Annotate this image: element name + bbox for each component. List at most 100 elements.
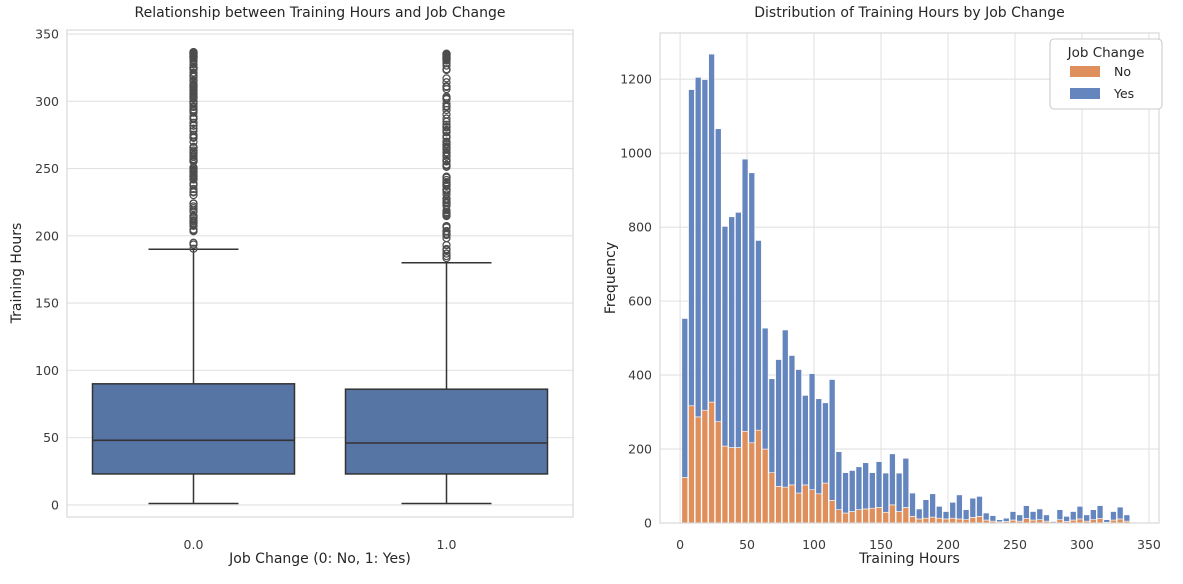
histogram-bar-yes xyxy=(869,472,876,509)
outlier-point xyxy=(189,216,198,226)
outlier-point xyxy=(189,211,198,221)
histogram-bar-no xyxy=(1116,518,1124,524)
outlier-point xyxy=(189,71,198,80)
histogram-title: Distribution of Training Hours by Job Ch… xyxy=(754,5,1065,21)
histogram-bar-no xyxy=(922,517,930,524)
histogram-bar-yes xyxy=(1003,517,1010,522)
histogram-bar-yes xyxy=(694,77,702,418)
histogram-bar-yes xyxy=(976,496,983,517)
outlier-point xyxy=(442,156,451,166)
histogram-bar-yes xyxy=(842,472,849,514)
y-tick-label: 400 xyxy=(628,368,652,383)
histogram-bar-yes xyxy=(1083,514,1090,522)
outlier-point xyxy=(442,253,451,263)
outlier-point xyxy=(442,140,451,149)
histogram-bar-yes xyxy=(929,493,936,518)
histogram-bar-no xyxy=(715,421,722,524)
histogram-bar-no xyxy=(889,504,896,524)
histogram-bar-no xyxy=(701,409,709,524)
outlier-point xyxy=(442,131,451,141)
histogram-bar-yes xyxy=(996,519,1003,523)
outlier-point xyxy=(442,145,451,154)
outlier-point xyxy=(442,102,451,112)
histogram-bar-no xyxy=(942,518,950,524)
outlier-point xyxy=(442,58,451,67)
histogram-bar-yes xyxy=(1009,511,1017,521)
histogram-bar-yes xyxy=(1036,508,1044,520)
histogram-bar-no xyxy=(842,512,849,524)
histogram-bar-yes xyxy=(1096,505,1104,519)
outlier-point xyxy=(189,143,198,152)
outlier-point xyxy=(442,190,451,199)
outlier-point xyxy=(189,50,198,60)
histogram-x-axis-label: Training Hours xyxy=(859,551,960,567)
histogram-bar-no xyxy=(929,516,936,524)
histogram-bar-no xyxy=(882,511,889,524)
histogram-bar-no xyxy=(735,447,742,524)
x-tick-label: 1.0 xyxy=(437,537,457,552)
outlier-point xyxy=(189,184,198,194)
histogram-bar-yes xyxy=(715,128,722,422)
outlier-point xyxy=(442,194,451,203)
histogram-bar-no xyxy=(688,405,695,524)
histogram-bar-yes xyxy=(708,53,715,403)
outlier-point xyxy=(189,190,198,200)
outlier-point xyxy=(189,180,198,189)
outlier-point xyxy=(442,172,451,181)
y-tick-label: 600 xyxy=(628,294,652,309)
histogram-bar-no xyxy=(936,517,943,524)
histogram-border xyxy=(659,32,1160,524)
outlier-point xyxy=(189,63,198,72)
histogram-bar-no xyxy=(761,448,769,524)
y-tick-label: 0 xyxy=(51,497,59,512)
histogram-bar-no xyxy=(768,472,776,524)
histogram-bar-no xyxy=(795,492,802,524)
outlier-point xyxy=(442,85,451,94)
x-tick-label: 100 xyxy=(802,537,826,552)
histogram-bar-yes xyxy=(808,373,816,491)
y-tick-label: 150 xyxy=(35,296,59,311)
legend-swatch-yes xyxy=(1070,88,1100,99)
outlier-point xyxy=(442,212,451,221)
histogram-bar-yes xyxy=(688,89,695,407)
boxplot-border xyxy=(66,29,574,518)
x-tick-label: 200 xyxy=(936,537,960,552)
outlier-point xyxy=(442,114,451,123)
histogram-bar-no xyxy=(694,416,702,524)
histogram-bar-yes xyxy=(1110,511,1117,521)
histogram-bar-yes xyxy=(735,212,742,448)
histogram-bar-no xyxy=(815,493,822,524)
histogram-bar-yes xyxy=(1090,509,1097,520)
histogram-bar-yes xyxy=(962,509,970,520)
outlier-point xyxy=(189,121,198,130)
histogram-bar-no xyxy=(748,442,756,524)
histogram-bar-yes xyxy=(761,327,769,450)
histogram-bar-yes xyxy=(782,329,789,488)
outlier-point xyxy=(189,90,198,99)
x-tick-label: 0 xyxy=(676,537,684,552)
x-tick-label: 0.0 xyxy=(184,537,204,552)
histogram-bar-yes xyxy=(1023,505,1030,519)
histogram-bar-yes xyxy=(969,497,977,518)
histogram-bar-no xyxy=(895,511,903,524)
histogram-bar-yes xyxy=(1056,509,1064,520)
boxplot-y-axis-label: Training Hours xyxy=(9,222,25,324)
outlier-point xyxy=(189,238,198,247)
histogram-bar-yes xyxy=(949,501,956,519)
histogram-bar-no xyxy=(1023,518,1030,524)
histogram-bar-yes xyxy=(835,451,843,510)
histogram-bar-yes xyxy=(728,216,735,448)
outlier-point xyxy=(442,74,451,83)
histogram-bar-yes xyxy=(902,457,910,508)
histogram-bar-no xyxy=(1076,518,1084,524)
outlier-point xyxy=(189,57,198,66)
histogram-bar-yes xyxy=(989,515,997,522)
histogram-bar-yes xyxy=(788,355,796,486)
histogram-bar-no xyxy=(862,508,869,524)
histogram-bar-yes xyxy=(956,494,963,520)
x-tick-label: 250 xyxy=(1003,537,1027,552)
outlier-point xyxy=(189,99,198,108)
outlier-point xyxy=(189,60,198,69)
